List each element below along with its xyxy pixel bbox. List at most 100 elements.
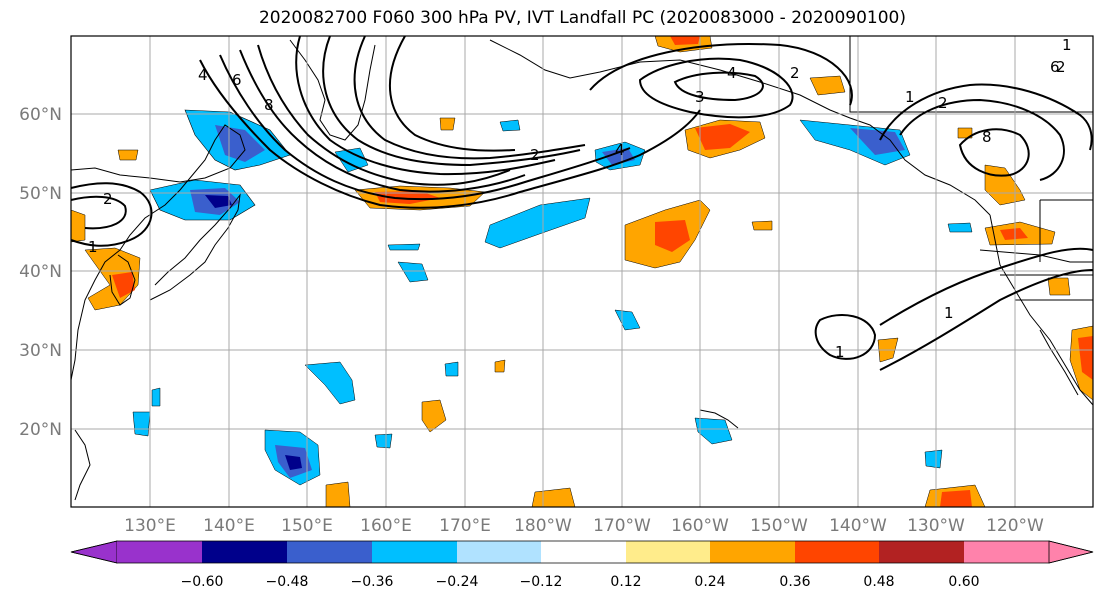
anomaly-positive <box>325 481 351 508</box>
colorbar-label: −0.24 <box>436 574 479 590</box>
contour-label: 2 <box>530 146 540 164</box>
contour-label: 6 <box>1050 58 1060 76</box>
contour-line <box>899 98 1065 181</box>
colorbar-segment <box>1048 540 1094 564</box>
lon-label: 140°W <box>829 516 887 536</box>
contour-label: 1 <box>905 88 915 106</box>
contour-labels: 2 1 4 6 8 2 4 4 3 2 1 2 8 6 1 1 2 1 <box>88 36 1072 361</box>
coastline-japan <box>149 193 241 301</box>
coastline-korea <box>109 254 136 306</box>
anomaly-negative <box>132 411 151 437</box>
colorbar-segment <box>70 540 118 564</box>
coastline-hawaii <box>699 409 739 429</box>
contour-label: 2 <box>103 190 113 208</box>
anomaly-negative <box>924 449 943 469</box>
coastlines <box>70 36 1094 501</box>
anomaly-positive <box>655 220 690 252</box>
anomaly-positive <box>1047 277 1071 296</box>
colorbar-labels: −0.60 −0.48 −0.36 −0.24 −0.12 0.12 0.24 … <box>181 574 980 590</box>
coastline-asia <box>70 124 246 381</box>
anomaly-negative <box>205 195 232 208</box>
colorbar-segment <box>710 541 795 563</box>
anomaly-positive <box>375 191 440 204</box>
lon-label: 160°E <box>360 516 412 536</box>
anomaly-negative <box>397 261 429 283</box>
anomaly-positive <box>70 209 86 243</box>
lon-label: 120°W <box>986 516 1044 536</box>
lon-label: 150°W <box>750 516 808 536</box>
colorbar-segment <box>964 541 1049 563</box>
contour-label: 8 <box>264 96 274 114</box>
lon-label: 140°E <box>203 516 255 536</box>
lat-label: 30°N <box>19 341 62 361</box>
anomaly-positive <box>439 117 456 131</box>
coastline-alaska <box>489 39 991 216</box>
lon-label: 130°W <box>907 516 965 536</box>
colorbar-label: 0.60 <box>948 574 979 590</box>
contour-line <box>199 59 701 209</box>
anomaly-positive <box>1078 336 1093 380</box>
lat-label: 40°N <box>19 262 62 282</box>
contour-line <box>589 43 853 106</box>
lon-label: 160°W <box>671 516 729 536</box>
coastline-baja <box>1039 329 1079 396</box>
colorbar-segment <box>626 541 710 563</box>
colorbar-label: −0.48 <box>266 574 309 590</box>
contour-line <box>70 182 153 247</box>
contour-label: 2 <box>1056 58 1066 76</box>
latitude-labels: 60°N 50°N 40°N 30°N 20°N <box>19 105 62 440</box>
lat-label: 20°N <box>19 420 62 440</box>
contour-line <box>638 57 794 119</box>
colorbar-segment <box>117 541 202 563</box>
colorbar-segment <box>457 541 541 563</box>
coastline-box <box>849 36 1093 113</box>
anomaly-negative <box>444 361 459 377</box>
contour-line <box>239 49 526 193</box>
lon-label: 170°E <box>439 516 491 536</box>
contour-line <box>879 247 1094 326</box>
contour-label: 6 <box>232 71 242 89</box>
anomaly-negative <box>374 433 393 449</box>
anomaly-negative <box>387 243 421 251</box>
lon-label: 180°W <box>514 516 572 536</box>
contour-line <box>958 128 1030 177</box>
colorbar-segment <box>541 541 626 563</box>
anomaly-negative <box>694 417 733 445</box>
shaded-anomalies <box>70 35 1094 508</box>
anomaly-positive <box>957 127 973 139</box>
contour-label: 8 <box>982 128 992 146</box>
colorbar-label: 0.48 <box>863 574 894 590</box>
anomaly-positive <box>809 75 846 96</box>
contour-line <box>879 269 1094 371</box>
colorbar-label: 0.36 <box>779 574 810 590</box>
lon-label: 130°E <box>124 516 176 536</box>
longitude-labels: 130°E 140°E 150°E 160°E 170°E 180°W 170°… <box>124 516 1044 536</box>
contour-label: 4 <box>727 64 737 82</box>
anomaly-negative <box>285 455 302 470</box>
coastline-us-border <box>979 249 1093 263</box>
contour-line <box>257 44 511 186</box>
contour-label: 2 <box>790 64 800 82</box>
colorbar-label: 0.24 <box>694 574 725 590</box>
anomaly-negative <box>947 222 973 233</box>
anomaly-negative <box>215 125 265 162</box>
colorbar-label: −0.60 <box>181 574 224 590</box>
anomaly-negative <box>334 147 369 173</box>
coastline-philippines <box>74 429 91 501</box>
contour-label: 4 <box>198 66 208 84</box>
anomaly-negative <box>850 128 905 155</box>
colorbar-segment <box>795 541 879 563</box>
anomaly-positive <box>670 36 700 45</box>
contour-label: 3 <box>695 88 705 106</box>
coastline-kamchatka <box>289 39 376 141</box>
anomaly-positive <box>421 399 447 433</box>
coastline-northamerica <box>989 214 1094 406</box>
lon-label: 150°E <box>281 516 333 536</box>
contour-line <box>219 54 631 201</box>
contour-label: 1 <box>1062 36 1072 54</box>
lat-label: 60°N <box>19 105 62 125</box>
map-frame <box>70 35 1094 508</box>
anomaly-negative <box>484 197 591 249</box>
map-title: 2020082700 F060 300 hPa PV, IVT Landfall… <box>258 8 906 28</box>
